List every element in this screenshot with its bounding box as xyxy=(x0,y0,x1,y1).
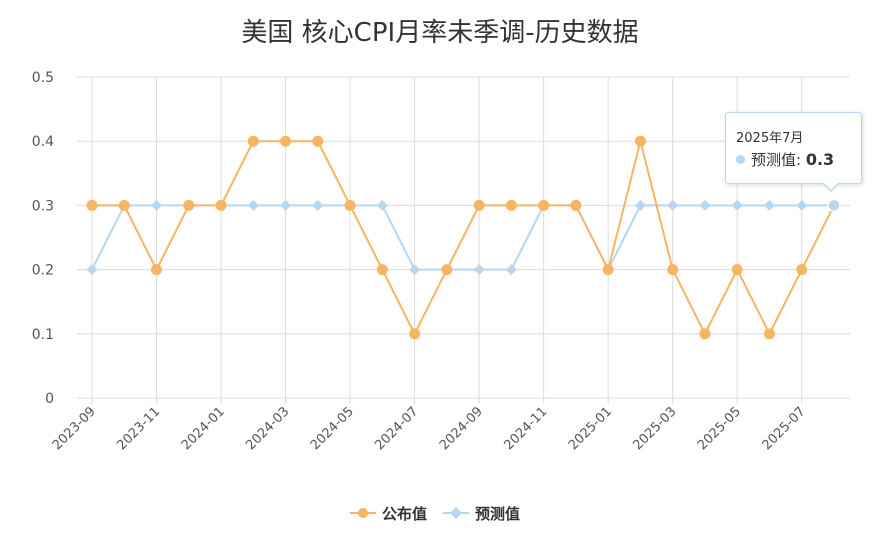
tooltip: 2025年7月 预测值: 0.3 xyxy=(725,112,862,192)
legend[interactable]: 公布值 预测值 xyxy=(350,505,520,523)
x-tick-label: 2024-11 xyxy=(501,404,550,453)
data-point[interactable] xyxy=(634,199,646,211)
data-point[interactable] xyxy=(699,199,711,211)
data-point[interactable] xyxy=(731,264,743,276)
data-point[interactable] xyxy=(312,199,324,211)
x-tick-label: 2025-01 xyxy=(566,404,615,453)
data-point[interactable] xyxy=(699,328,711,340)
data-point[interactable] xyxy=(409,328,421,340)
y-tick-label: 0.1 xyxy=(32,327,54,343)
data-point[interactable] xyxy=(570,199,582,211)
tooltip-arrow-icon xyxy=(822,182,840,192)
data-point[interactable] xyxy=(602,264,614,276)
data-point[interactable] xyxy=(344,199,356,211)
data-point[interactable] xyxy=(247,135,259,147)
x-tick-label: 2025-07 xyxy=(760,404,809,453)
data-point[interactable] xyxy=(312,135,324,147)
data-point[interactable] xyxy=(538,199,550,211)
data-point[interactable] xyxy=(667,264,679,276)
y-tick-label: 0 xyxy=(45,391,54,407)
data-point[interactable] xyxy=(280,199,292,211)
legend-label-published: 公布值 xyxy=(382,505,427,523)
data-point[interactable] xyxy=(796,264,808,276)
x-tick-label: 2024-05 xyxy=(308,404,357,453)
data-point[interactable] xyxy=(376,199,388,211)
tooltip-header: 2025年7月 xyxy=(736,131,804,146)
data-point[interactable] xyxy=(505,264,517,276)
tooltip-row: 预测值: 0.3 xyxy=(736,149,861,170)
legend-item-published[interactable]: 公布值 xyxy=(350,505,427,523)
x-tick-label: 2024-01 xyxy=(179,404,228,453)
data-point[interactable] xyxy=(796,199,808,211)
data-point[interactable] xyxy=(215,199,227,211)
y-tick-label: 0.4 xyxy=(32,134,54,150)
data-point[interactable] xyxy=(118,199,130,211)
data-point[interactable] xyxy=(763,199,775,211)
data-point[interactable] xyxy=(473,199,485,211)
data-point[interactable] xyxy=(763,328,775,340)
hovered-data-point[interactable] xyxy=(827,198,841,213)
data-point[interactable] xyxy=(247,199,259,211)
data-point[interactable] xyxy=(280,135,292,147)
series xyxy=(86,135,841,340)
x-tick-label: 2025-03 xyxy=(631,404,680,453)
x-tick-label: 2024-03 xyxy=(243,404,292,453)
tooltip-series-label: 预测值: xyxy=(751,151,806,169)
tooltip-series-dot-icon xyxy=(736,155,745,164)
x-tick-label: 2025-05 xyxy=(695,404,744,453)
legend-item-forecast[interactable]: 预测值 xyxy=(443,505,520,523)
y-axis-ticks: 0.5 0.4 0.3 0.2 0.1 0 xyxy=(32,70,54,407)
data-point[interactable] xyxy=(376,264,388,276)
y-tick-label: 0.3 xyxy=(32,198,54,214)
grid xyxy=(77,76,850,404)
data-point[interactable] xyxy=(505,199,517,211)
data-point[interactable] xyxy=(634,135,646,147)
data-point[interactable] xyxy=(151,199,163,211)
data-point[interactable] xyxy=(86,264,98,276)
data-point[interactable] xyxy=(667,199,679,211)
data-point[interactable] xyxy=(731,199,743,211)
y-tick-label: 0.2 xyxy=(32,263,54,279)
data-point[interactable] xyxy=(409,264,421,276)
data-point[interactable] xyxy=(183,199,195,211)
x-tick-label: 2023-09 xyxy=(50,404,99,453)
legend-label-forecast: 预测值 xyxy=(475,505,520,523)
series-line xyxy=(92,140,835,335)
series-published xyxy=(86,135,840,340)
data-point[interactable] xyxy=(151,264,163,276)
data-point[interactable] xyxy=(473,264,485,276)
data-point[interactable] xyxy=(441,264,453,276)
x-tick-label: 2023-11 xyxy=(114,404,163,453)
chart-title: 美国 核心CPI月率未季调-历史数据 xyxy=(241,18,638,48)
tooltip-value: 0.3 xyxy=(805,150,835,169)
x-axis-ticks: 2023-09 2023-11 2024-01 2024-03 2024-05 2024-… xyxy=(50,404,809,453)
x-tick-label: 2024-09 xyxy=(437,404,486,453)
y-tick-label: 0.5 xyxy=(32,70,54,86)
data-point[interactable] xyxy=(86,199,98,211)
x-tick-label: 2024-07 xyxy=(372,404,421,453)
